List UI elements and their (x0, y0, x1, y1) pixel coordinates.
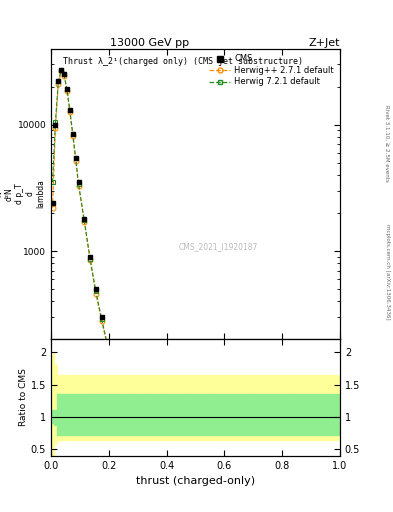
Y-axis label: Ratio to CMS: Ratio to CMS (19, 369, 28, 426)
Text: Z+Jet: Z+Jet (309, 38, 340, 49)
Text: mcplots.cern.ch [arXiv:1306.3436]: mcplots.cern.ch [arXiv:1306.3436] (385, 224, 389, 319)
Text: Rivet 3.1.10, ≥ 2.5M events: Rivet 3.1.10, ≥ 2.5M events (385, 105, 389, 182)
X-axis label: thrust (charged-only): thrust (charged-only) (136, 476, 255, 486)
Text: 13000 GeV pp: 13000 GeV pp (110, 38, 189, 49)
Text: Thrust λ_2¹(charged only) (CMS jet substructure): Thrust λ_2¹(charged only) (CMS jet subst… (62, 57, 303, 67)
Y-axis label: 1
N
d²N
d p_T
d
lambda: 1 N d²N d p_T d lambda (0, 180, 45, 208)
Text: CMS_2021_I1920187: CMS_2021_I1920187 (179, 242, 258, 251)
Legend: CMS, Herwig++ 2.7.1 default, Herwig 7.2.1 default: CMS, Herwig++ 2.7.1 default, Herwig 7.2.… (208, 53, 336, 88)
